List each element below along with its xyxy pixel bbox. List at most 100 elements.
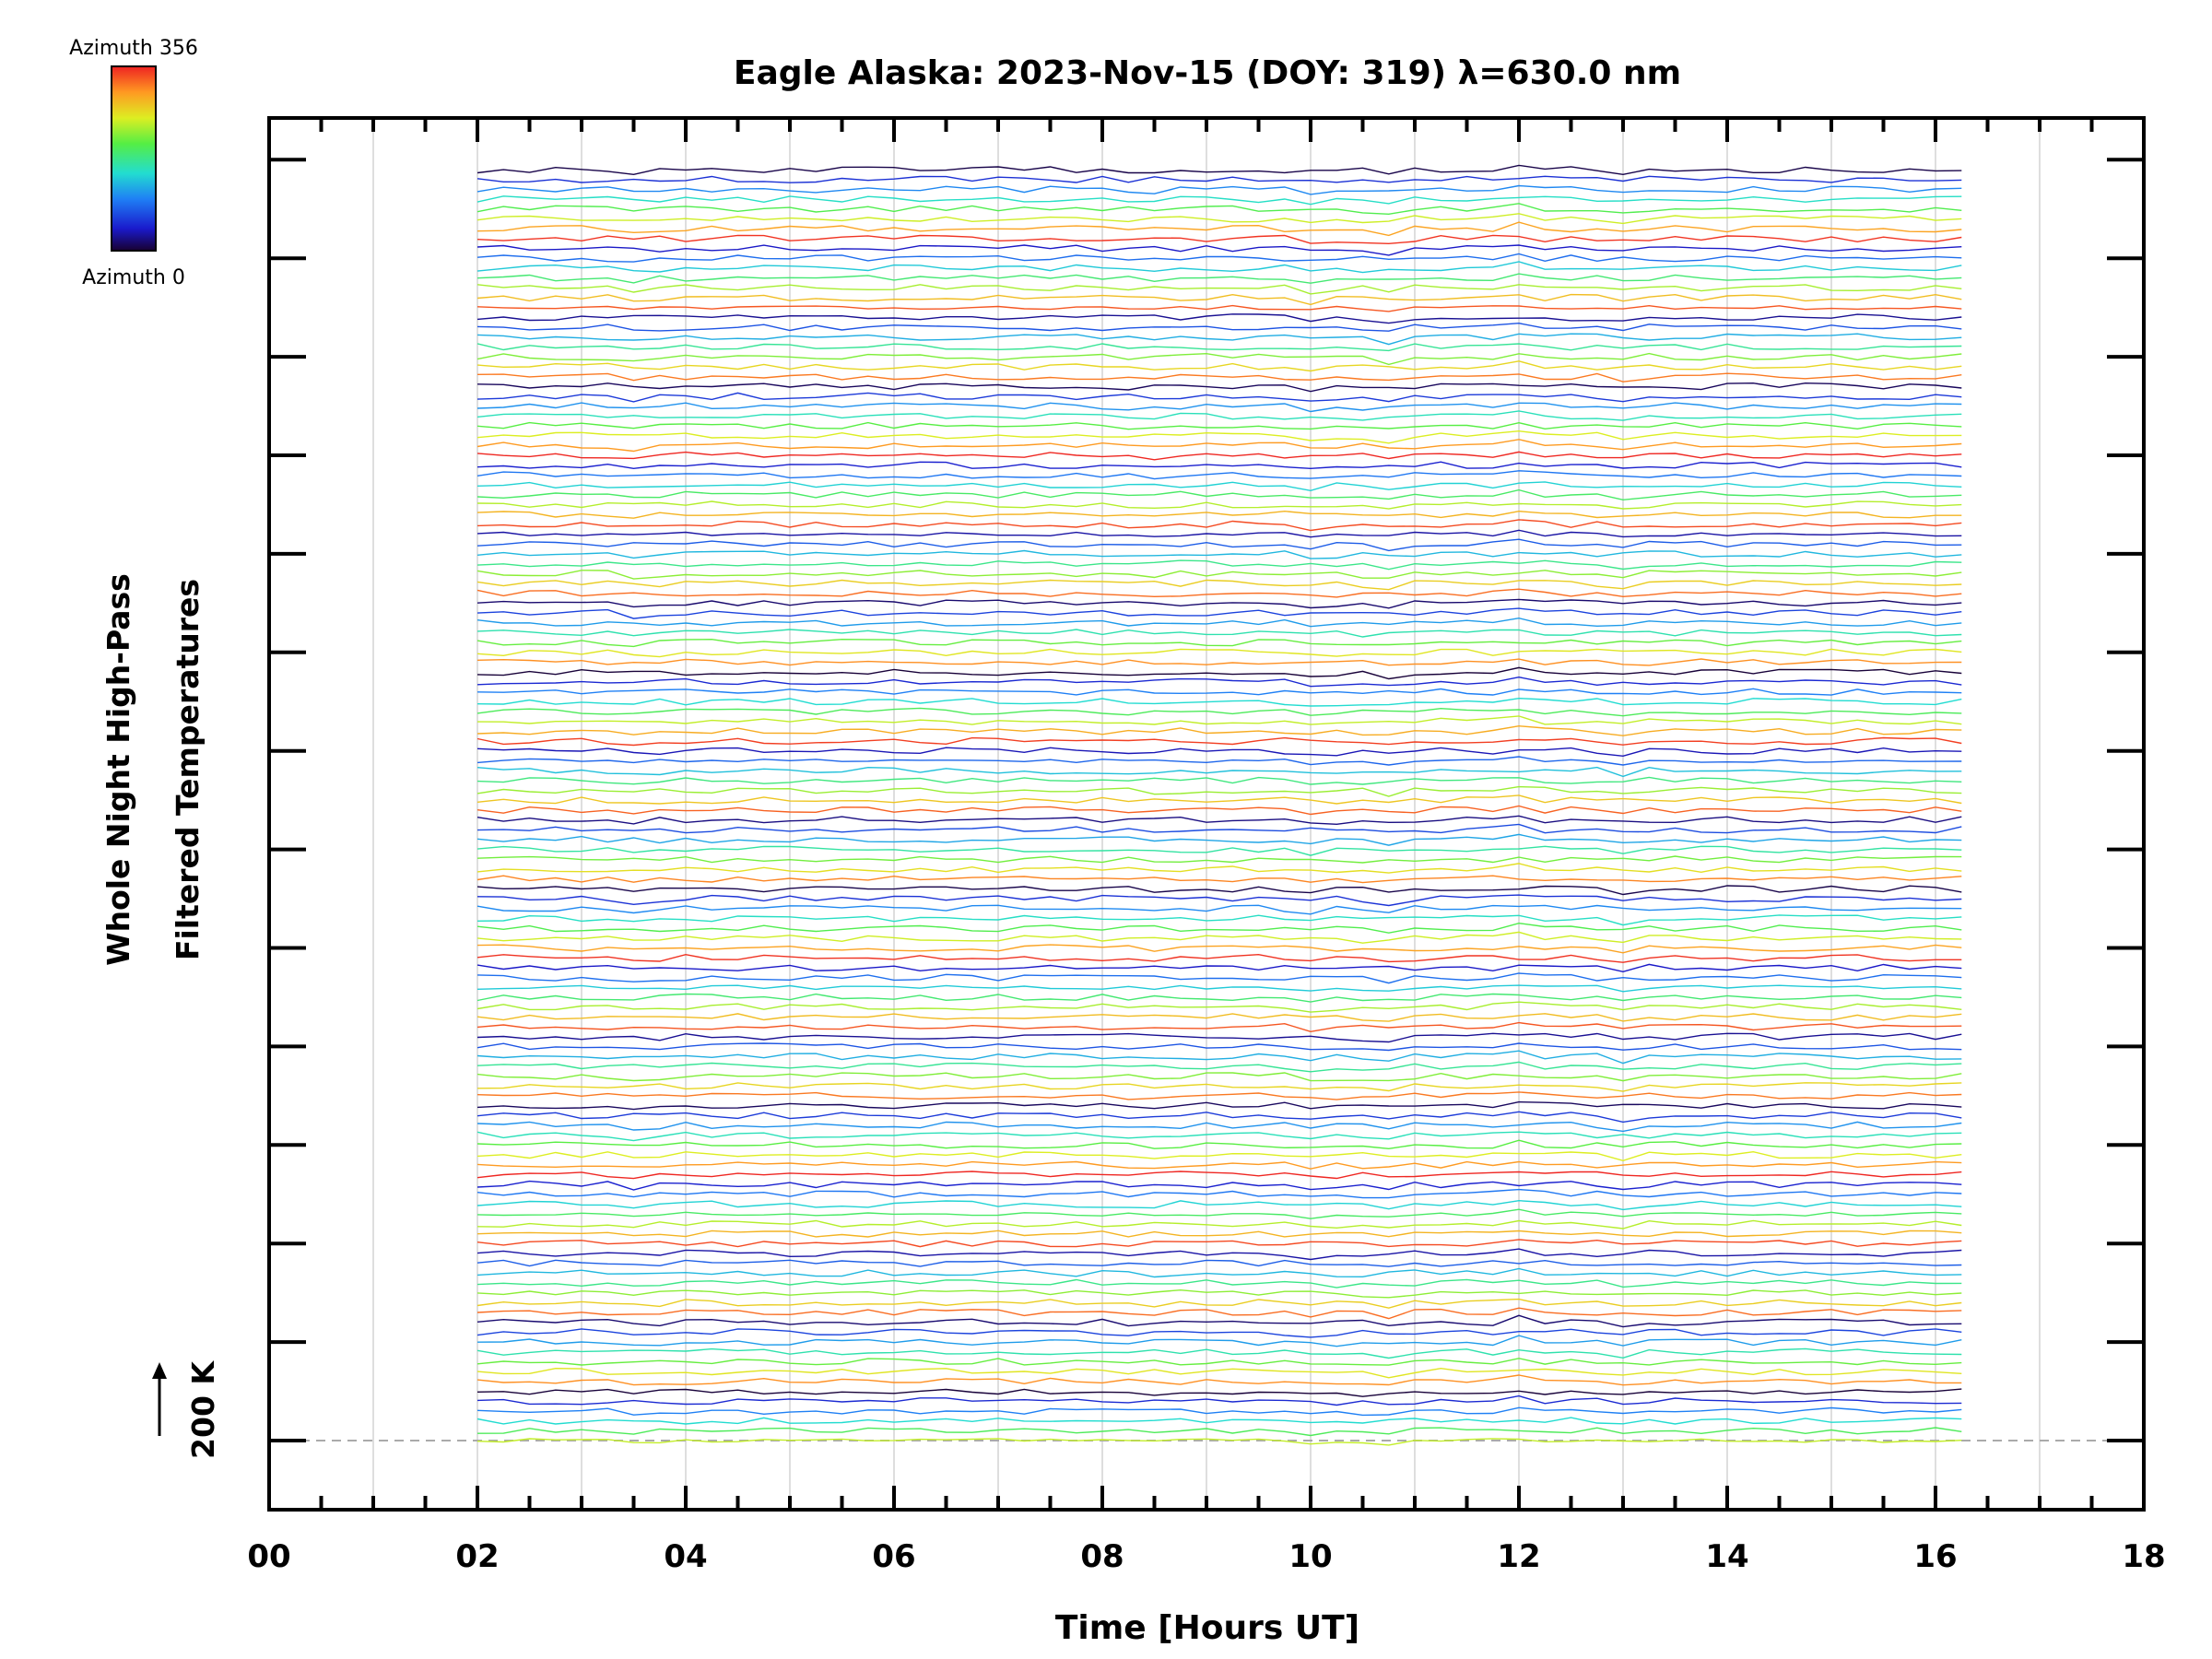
series-line-44 [477,1001,1962,1013]
colorbar-top-label: Azimuth 356 [69,37,198,60]
series-line-66 [477,785,1962,797]
series-line-73 [477,715,1962,725]
x-tick-label-0: 00 [247,1538,290,1575]
series-line-39 [477,1050,1962,1065]
series-line-90 [477,549,1962,559]
chart-title: Eagle Alaska: 2023-Nov-15 (DOY: 319) λ=6… [734,54,1681,92]
series-line-2 [477,1417,1962,1425]
series-line-36 [477,1082,1962,1092]
series-line-6 [477,1374,1962,1386]
series-line-50 [477,944,1962,954]
series-line-100 [477,451,1962,461]
series-line-70 [477,747,1962,758]
x-tick-label-1: 02 [455,1538,499,1575]
x-tick-label-9: 18 [2122,1538,2165,1575]
series-line-124 [477,213,1962,225]
series-line-65 [477,794,1962,805]
series-line-18 [477,1259,1962,1267]
series-line-8 [477,1358,1962,1366]
series-line-1 [477,1427,1962,1437]
series-line-114 [477,313,1962,324]
series-line-64 [477,805,1962,816]
series-line-87 [477,579,1962,591]
series-line-78 [477,666,1962,680]
series-line-102 [477,429,1962,444]
series-line-17 [477,1267,1962,1278]
series-line-117 [477,284,1962,295]
series-line-33 [477,1111,1962,1124]
series-line-12 [477,1314,1962,1328]
series-line-41 [477,1032,1962,1043]
series-line-5 [477,1388,1962,1397]
series-line-112 [477,333,1962,346]
series-line-109 [477,360,1962,372]
series-line-0 [477,1438,1962,1446]
series-line-113 [477,322,1962,332]
series-line-119 [477,261,1962,274]
series-line-49 [477,953,1962,963]
series-line-29 [477,1150,1962,1162]
axes [267,116,2146,1512]
series-line-128 [477,175,1962,183]
series-line-88 [477,570,1962,580]
series-line-7 [477,1367,1962,1379]
series-line-89 [477,559,1962,571]
series-line-15 [477,1288,1962,1299]
series-line-43 [477,1013,1962,1022]
series-line-79 [477,658,1962,666]
series-line-118 [477,273,1962,284]
series-line-86 [477,588,1962,598]
series-line-85 [477,598,1962,609]
series-line-68 [477,766,1962,778]
series-line-84 [477,607,1962,619]
series-line-107 [477,382,1962,393]
series-line-81 [477,638,1962,648]
series-line-83 [477,617,1962,628]
series-line-60 [477,845,1962,856]
series-line-13 [477,1307,1962,1320]
y-axis-label-line2: Filtered Temperatures [170,579,206,960]
series-line-42 [477,1021,1962,1033]
series-line-116 [477,293,1962,306]
series-line-76 [477,688,1962,696]
series-line-25 [477,1188,1962,1199]
series-line-20 [477,1239,1962,1248]
x-tick-label-7: 14 [1705,1538,1748,1575]
x-tick-label-6: 12 [1497,1538,1540,1575]
series-line-58 [477,863,1962,874]
series-line-9 [477,1347,1962,1359]
series-line-31 [477,1131,1962,1142]
series-line-121 [477,244,1962,256]
series-line-98 [477,470,1962,480]
series-line-3 [477,1406,1962,1417]
series-line-32 [477,1121,1962,1133]
series-line-55 [477,894,1962,907]
series-line-123 [477,221,1962,237]
series-line-23 [477,1208,1962,1219]
series-line-69 [477,756,1962,766]
series-line-120 [477,253,1962,263]
series-line-94 [477,510,1962,519]
series-line-53 [477,914,1962,926]
series-line-16 [477,1278,1962,1288]
series-line-21 [477,1230,1962,1238]
series-line-95 [477,500,1962,510]
series-line-14 [477,1298,1962,1309]
series-line-52 [477,922,1962,934]
x-tick-label-3: 06 [872,1538,915,1575]
x-tick-labels: 00 02 04 06 08 10 12 14 16 18 [247,1538,2165,1575]
series-line-63 [477,815,1962,826]
series-line-92 [477,529,1962,538]
series-line-4 [477,1394,1962,1406]
series-line-57 [477,875,1962,884]
series-line-38 [477,1061,1962,1073]
series-line-19 [477,1248,1962,1261]
series-line-56 [477,885,1962,896]
series-line-122 [477,234,1962,245]
series-line-82 [477,629,1962,638]
series-line-125 [477,203,1962,216]
series-line-35 [477,1091,1962,1100]
series-line-47 [477,972,1962,984]
series-line-103 [477,421,1962,430]
